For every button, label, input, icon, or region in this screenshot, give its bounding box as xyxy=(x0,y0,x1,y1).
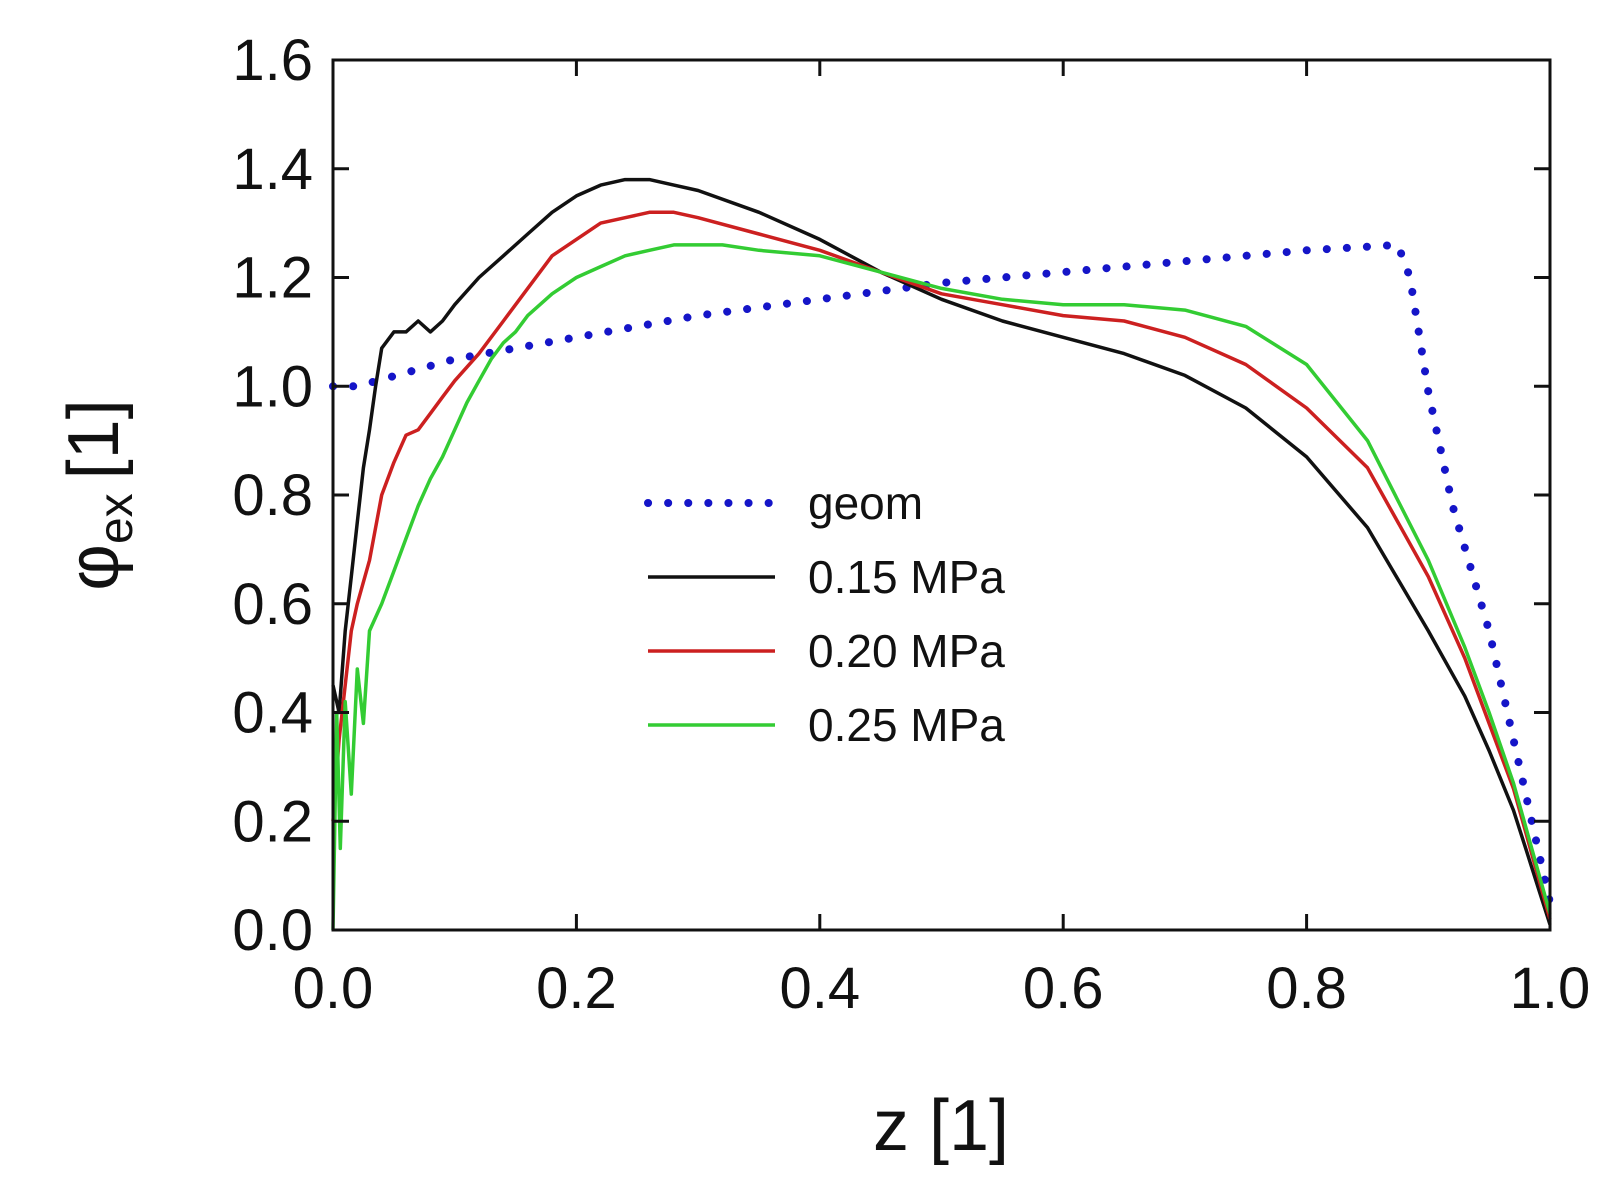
y-axis-title: φex [1] xyxy=(54,399,143,590)
y-tick-label-0: 0.0 xyxy=(232,898,313,963)
x-tick-label-5: 1.0 xyxy=(1510,956,1591,1021)
tick-labels-layer: 0.0 0.2 0.4 0.6 0.8 1.0 0.0 0.2 0.4 0.6 0.8 1.0 1.2 1… xyxy=(232,28,1590,1021)
y-tick-label-7: 1.4 xyxy=(232,137,313,202)
y-axis-symbol: φ xyxy=(54,544,134,591)
y-tick-label-6: 1.2 xyxy=(232,246,313,311)
y-tick-label-8: 1.6 xyxy=(232,28,313,93)
series-line-0-15-mpa xyxy=(331,177,1552,926)
x-axis-title: z [1] xyxy=(873,1086,1009,1166)
series-line-0-25-mpa xyxy=(331,243,1552,931)
y-axis-subscript: ex xyxy=(90,493,143,544)
y-tick-label-3: 0.6 xyxy=(232,572,313,637)
series-line-0-20-mpa xyxy=(331,210,1552,920)
y-tick-label-1: 0.2 xyxy=(232,789,313,854)
series-layer xyxy=(329,177,1554,931)
legend-label-2: 0.20 MPa xyxy=(808,625,1005,677)
legend-label-3: 0.25 MPa xyxy=(808,699,1005,751)
x-tick-label-2: 0.4 xyxy=(779,956,860,1021)
x-tick-label-1: 0.2 xyxy=(536,956,617,1021)
plot-frame xyxy=(331,58,1552,932)
x-tick-label-3: 0.6 xyxy=(1023,956,1104,1021)
ticks-layer xyxy=(331,58,1552,932)
x-tick-label-4: 0.8 xyxy=(1266,956,1347,1021)
legend: geom 0.15 MPa 0.20 MPa 0.25 MPa xyxy=(644,477,1005,751)
y-axis-unit: [1] xyxy=(54,399,134,479)
x-tick-label-0: 0.0 xyxy=(293,956,374,1021)
y-tick-label-4: 0.8 xyxy=(232,463,313,528)
legend-label-1: 0.15 MPa xyxy=(808,551,1005,603)
y-tick-label-5: 1.0 xyxy=(232,354,313,419)
y-tick-label-2: 0.4 xyxy=(232,681,313,746)
series-line-geom xyxy=(329,240,1554,907)
legend-label-0: geom xyxy=(808,477,923,529)
